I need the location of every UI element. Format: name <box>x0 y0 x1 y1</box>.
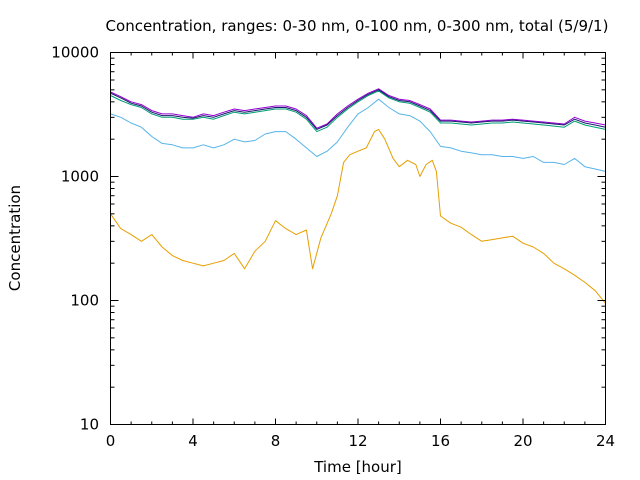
plot-frame <box>110 52 606 425</box>
series-line-2 <box>110 98 606 172</box>
y-tick-label: 100 <box>70 292 99 310</box>
y-tick-label: 1000 <box>61 168 99 186</box>
series-line-3 <box>110 90 606 133</box>
y-tick-label: 10000 <box>51 44 99 62</box>
x-tick-label: 16 <box>431 432 450 450</box>
y-axis: 10 100 1000 10000 <box>51 44 606 434</box>
series-line-4 <box>110 88 606 129</box>
x-tick-label: 8 <box>271 432 281 450</box>
chart-title: Concentration, ranges: 0-30 nm, 0-100 nm… <box>106 17 609 35</box>
series-line-5 <box>110 89 606 130</box>
x-axis: 0 4 8 12 16 20 24 <box>106 52 615 450</box>
y-axis-label: Concentration <box>6 185 24 291</box>
x-tick-label: 20 <box>513 432 532 450</box>
x-tick-label: 4 <box>188 432 198 450</box>
x-axis-label: Time [hour] <box>313 458 402 476</box>
series-layer <box>110 88 606 304</box>
y-tick-label: 10 <box>80 416 99 434</box>
series-line-1 <box>110 128 606 304</box>
x-tick-label: 12 <box>348 432 367 450</box>
x-tick-label: 0 <box>106 432 116 450</box>
x-tick-label: 24 <box>596 432 615 450</box>
